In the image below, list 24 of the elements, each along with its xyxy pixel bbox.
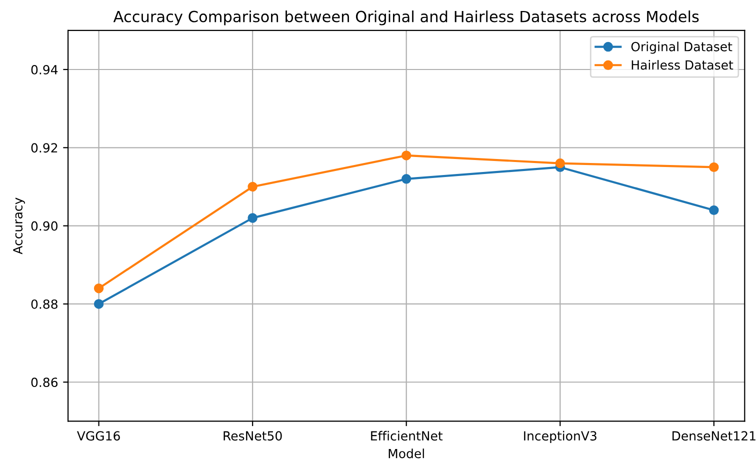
x-tick-label: EfficientNet xyxy=(371,430,443,441)
point xyxy=(401,150,412,160)
point xyxy=(709,205,719,216)
x-tick-label: DenseNet121 xyxy=(672,431,756,441)
legend-label: Hairless Dataset xyxy=(632,60,734,70)
point xyxy=(248,182,258,192)
y-tick-label: 0.90 xyxy=(31,221,58,231)
point xyxy=(709,162,719,172)
y-tick-label: 0.92 xyxy=(31,143,58,153)
x-tick-label: ResNet50 xyxy=(224,431,282,441)
point xyxy=(94,299,104,309)
y-tick-label: 0.94 xyxy=(31,64,58,74)
x-axis-title: Model xyxy=(388,448,424,458)
legend-label: Original Dataset xyxy=(631,42,732,54)
point xyxy=(248,213,258,223)
y-axis-title: Accuracy xyxy=(13,198,25,254)
x-tick-label: VGG16 xyxy=(76,431,120,441)
y-tick-label: 0.88 xyxy=(31,299,58,309)
point xyxy=(555,158,565,168)
chart-title: Accuracy Comparison between Original and Hairless Datasets across Models xyxy=(113,10,699,26)
point xyxy=(401,174,412,184)
y-tick-label: 0.86 xyxy=(31,378,58,388)
x-tick-label: InceptionV3 xyxy=(524,430,596,444)
point xyxy=(94,283,104,294)
